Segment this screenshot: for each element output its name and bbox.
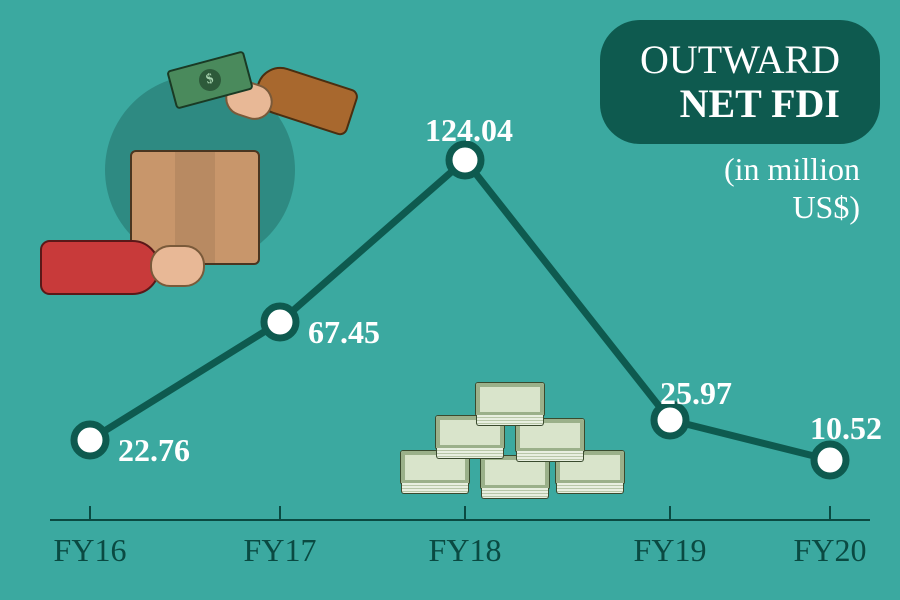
- value-label: 10.52: [810, 410, 882, 447]
- data-marker: [264, 306, 296, 338]
- axis-label: FY16: [54, 532, 127, 569]
- data-marker: [74, 424, 106, 456]
- axis-label: FY19: [634, 532, 707, 569]
- line-chart: [0, 0, 900, 600]
- value-label: 124.04: [425, 112, 513, 149]
- axis-label: FY20: [794, 532, 867, 569]
- axis-label: FY17: [244, 532, 317, 569]
- axis-label: FY18: [429, 532, 502, 569]
- data-marker: [814, 444, 846, 476]
- value-label: 67.45: [308, 314, 380, 351]
- value-label: 25.97: [660, 375, 732, 412]
- value-label: 22.76: [118, 432, 190, 469]
- chart-canvas: OUTWARD NET FDI (in million US$) 22.7667…: [0, 0, 900, 600]
